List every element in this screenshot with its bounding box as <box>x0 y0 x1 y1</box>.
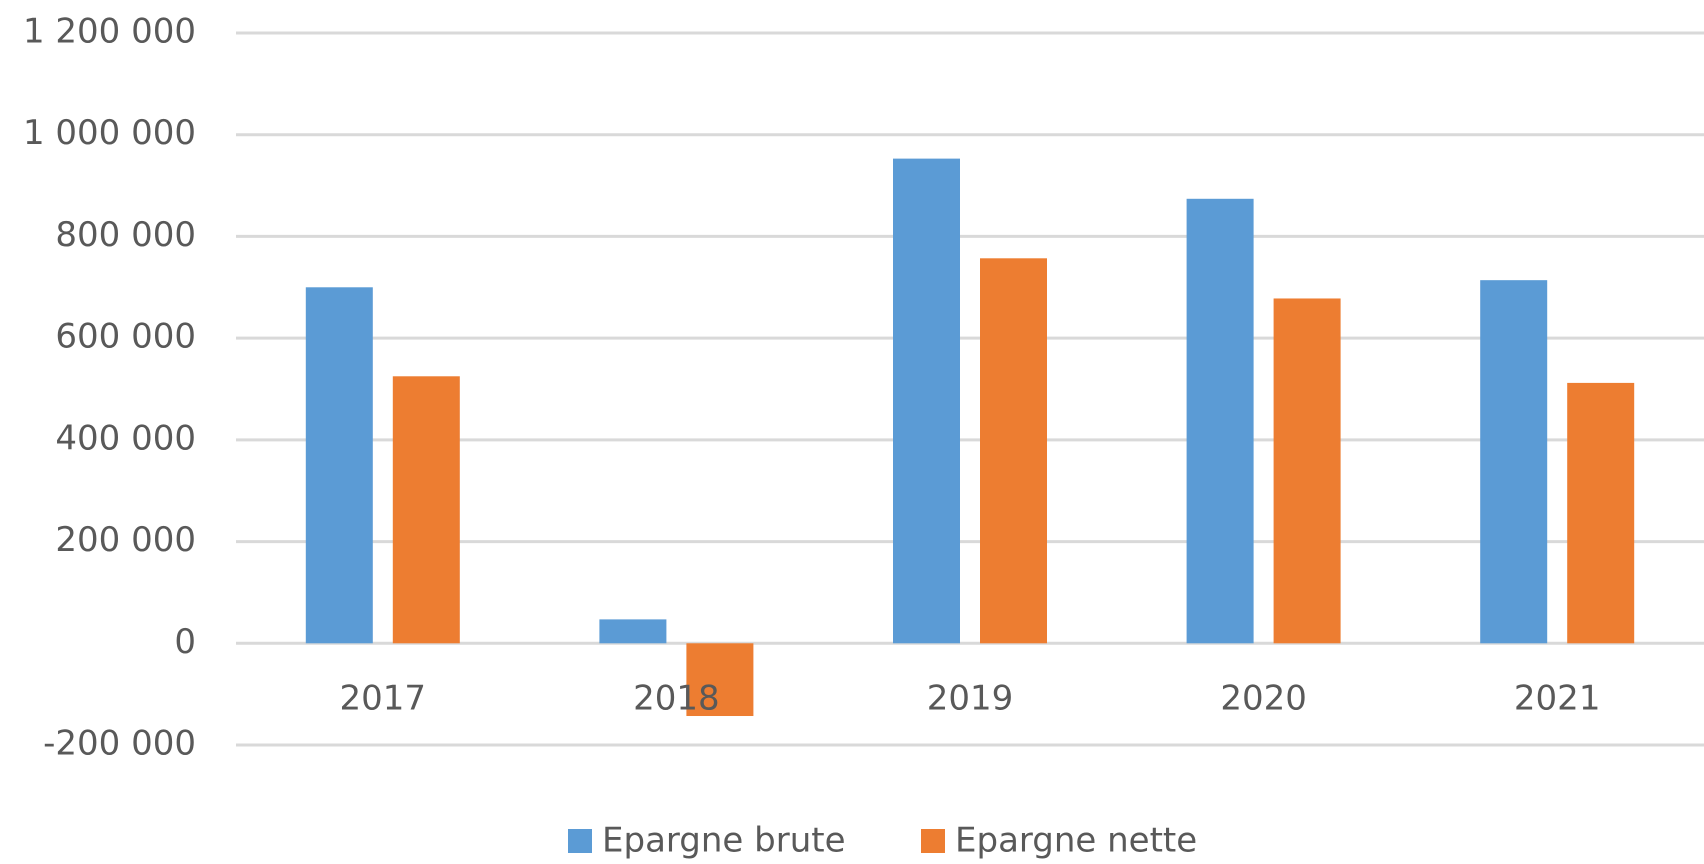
bar <box>1186 198 1254 644</box>
x-tick-label: 2020 <box>1220 679 1307 719</box>
y-tick-label: 800 000 <box>55 215 196 255</box>
legend-swatch <box>568 829 592 853</box>
x-tick-label: 2019 <box>927 679 1014 719</box>
legend-label: Epargne brute <box>602 821 846 861</box>
y-tick-label: 200 000 <box>55 520 196 560</box>
bar <box>599 619 667 644</box>
bar <box>893 158 960 644</box>
bar <box>1480 280 1548 644</box>
y-tick-label: 1 200 000 <box>23 12 196 52</box>
y-tick-label: 600 000 <box>55 317 196 357</box>
x-tick-label: 2021 <box>1514 679 1601 719</box>
y-tick-label: -200 000 <box>43 724 196 764</box>
x-tick-label: 2018 <box>633 679 720 719</box>
y-tick-label: 400 000 <box>55 418 196 458</box>
bar <box>392 376 460 644</box>
y-tick-label: 0 <box>174 622 196 662</box>
bar <box>1567 382 1635 644</box>
bar <box>1273 298 1341 644</box>
x-tick-label: 2017 <box>340 679 427 719</box>
bar <box>686 643 754 717</box>
bar <box>305 287 373 644</box>
legend-swatch <box>921 829 945 853</box>
legend-label: Epargne nette <box>955 821 1197 861</box>
bar <box>980 258 1047 644</box>
y-tick-label: 1 000 000 <box>23 113 196 153</box>
